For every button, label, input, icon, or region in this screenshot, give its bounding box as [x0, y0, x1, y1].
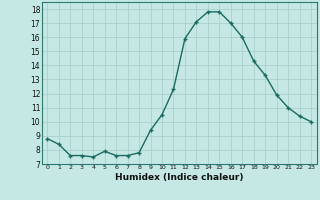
- X-axis label: Humidex (Indice chaleur): Humidex (Indice chaleur): [115, 173, 244, 182]
